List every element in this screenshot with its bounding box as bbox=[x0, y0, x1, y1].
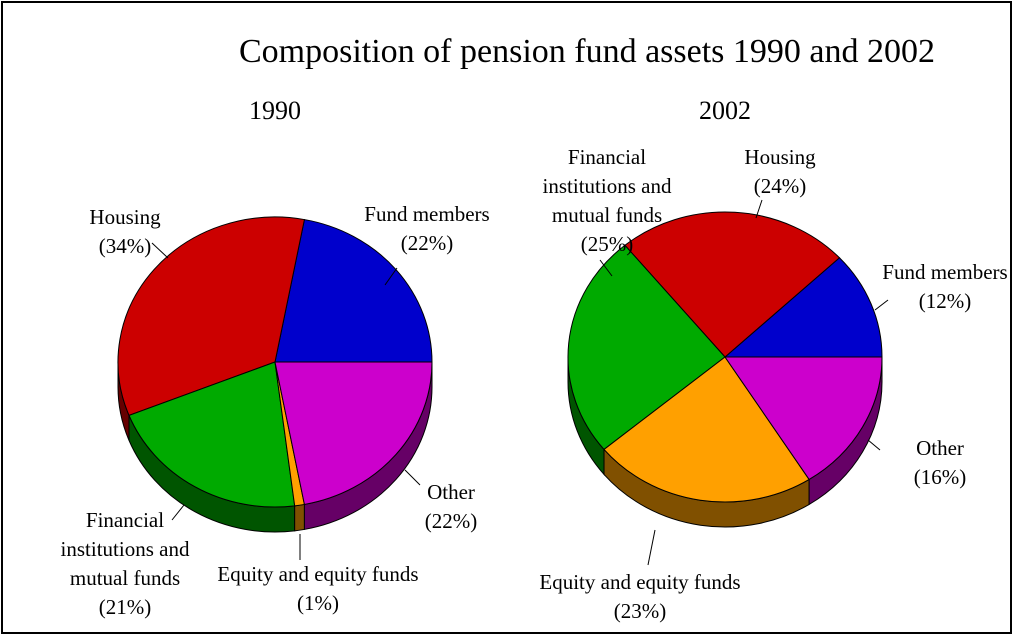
slice-label: Equity and equity funds (1%) bbox=[168, 560, 468, 618]
slice-label: Fund members (22%) bbox=[352, 200, 502, 258]
slice bbox=[117, 216, 306, 417]
slice-label: Financial institutions and mutual funds (… bbox=[525, 143, 690, 259]
category-label: Fund members bbox=[364, 202, 490, 226]
slice bbox=[128, 361, 296, 508]
slice bbox=[603, 356, 810, 503]
slice-label: Housing (34%) bbox=[50, 203, 200, 261]
value-label: (21%) bbox=[98, 595, 152, 619]
category-label: Equity and equity funds bbox=[539, 570, 741, 594]
leader-line bbox=[874, 299, 889, 311]
pie-title: 1990 bbox=[249, 96, 301, 125]
category-label: Equity and equity funds bbox=[217, 562, 419, 586]
value-label: (24%) bbox=[753, 174, 807, 198]
category-label: Fund members bbox=[882, 260, 1008, 284]
leader-line bbox=[599, 259, 613, 277]
value-label: (34%) bbox=[98, 234, 152, 258]
slice-label: Other (16%) bbox=[880, 434, 1000, 492]
leader-line bbox=[384, 267, 398, 286]
category-label: Housing bbox=[89, 205, 161, 229]
value-label: (16%) bbox=[913, 465, 967, 489]
slice bbox=[724, 356, 883, 481]
value-label: (1%) bbox=[297, 591, 339, 615]
leader-line bbox=[404, 469, 421, 486]
leader-line bbox=[647, 529, 656, 566]
value-label: (23%) bbox=[613, 599, 667, 623]
leader-line bbox=[867, 439, 881, 451]
category-label: Housing bbox=[744, 145, 816, 169]
value-label: (12%) bbox=[918, 289, 972, 313]
leader-line bbox=[171, 504, 185, 521]
slice-label: Fund members (12%) bbox=[865, 258, 1014, 316]
category-label: Financial institutions and mutual funds bbox=[60, 508, 190, 590]
slice bbox=[567, 244, 726, 451]
slice bbox=[274, 361, 433, 506]
slice-label: Other (22%) bbox=[391, 478, 511, 536]
category-label: Financial institutions and mutual funds bbox=[542, 145, 672, 227]
value-label: (25%) bbox=[580, 232, 634, 256]
slice-label: Financial institutions and mutual funds (… bbox=[43, 506, 208, 622]
slice bbox=[624, 211, 841, 358]
chart-title: Composition of pension fund assets 1990 … bbox=[238, 33, 936, 70]
value-label: (22%) bbox=[400, 231, 454, 255]
value-label: (22%) bbox=[424, 509, 478, 533]
slice-side bbox=[294, 503, 305, 532]
slice-label: Equity and equity funds (23%) bbox=[490, 568, 790, 626]
slice bbox=[723, 257, 883, 358]
slice-label: Housing (24%) bbox=[705, 143, 855, 201]
pie-title: 2002 bbox=[699, 96, 751, 125]
category-label: Other bbox=[916, 436, 964, 460]
leader-line bbox=[151, 242, 169, 259]
category-label: Other bbox=[427, 480, 475, 504]
leader-line bbox=[755, 199, 763, 219]
